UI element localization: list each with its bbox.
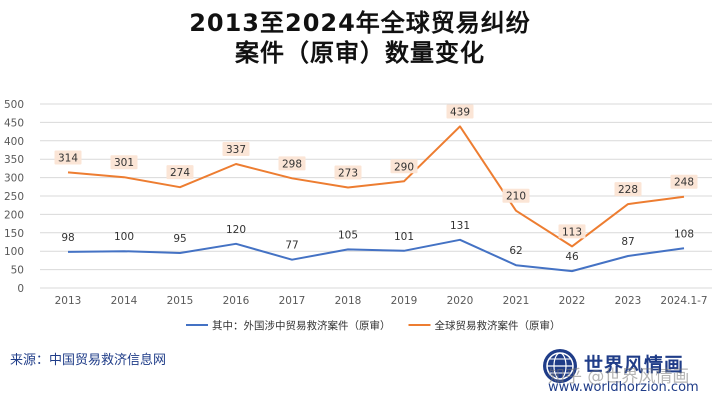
- data-label: 87: [621, 236, 634, 248]
- brand-name: 世界风情画: [584, 354, 685, 376]
- data-label: 131: [450, 220, 470, 232]
- data-label: 113: [562, 226, 582, 238]
- x-tick-label: 2020: [447, 295, 474, 307]
- y-tick-label: 50: [11, 265, 24, 277]
- y-tick-label: 400: [4, 136, 24, 148]
- x-tick-label: 2021: [503, 295, 530, 307]
- data-label: 98: [61, 232, 74, 244]
- chart-title-line1: 2013至2024年全球贸易纠纷: [189, 9, 531, 37]
- data-label-bg: [670, 174, 698, 189]
- data-label: 274: [170, 167, 190, 179]
- globe-logo-icon: [543, 349, 577, 383]
- data-label: 46: [565, 251, 579, 263]
- x-tick-label: 2019: [391, 295, 418, 307]
- data-label: 101: [394, 231, 414, 243]
- brand-url: www.worldhorzion.com: [548, 380, 699, 395]
- legend-label-2: 全球贸易救济案件（原审）: [435, 319, 561, 332]
- data-label: 301: [114, 157, 134, 169]
- y-tick-label: 350: [4, 154, 24, 166]
- data-label: 439: [450, 106, 470, 118]
- data-label: 100: [114, 231, 134, 243]
- x-tick-label: 2017: [279, 295, 306, 307]
- data-label: 314: [58, 152, 78, 164]
- data-label-bg: [558, 224, 586, 239]
- y-tick-label: 500: [4, 99, 24, 111]
- data-label: 273: [338, 168, 358, 180]
- chart-title-line2: 案件（原审）数量变化: [235, 39, 485, 67]
- x-tick-label: 2013: [55, 295, 82, 307]
- x-tick-label: 2022: [559, 295, 586, 307]
- data-label-bg: [502, 188, 530, 203]
- line-chart: 0 50 100 150 200 250 300 350 400 450 500 2013 2014 20…: [4, 99, 712, 332]
- x-tick-label: 2024.1-7: [660, 295, 707, 307]
- y-tick-label: 100: [4, 246, 24, 258]
- y-tick-label: 200: [4, 209, 24, 221]
- data-label-bg: [110, 155, 138, 170]
- series-line-2: [67, 125, 685, 248]
- data-label: 337: [226, 144, 246, 156]
- x-tick-label: 2015: [167, 295, 194, 307]
- data-label: 95: [173, 233, 186, 245]
- data-label-bg: [334, 165, 362, 180]
- data-label-bg: [222, 141, 250, 156]
- y-tick-label: 150: [4, 228, 24, 240]
- data-label-bg: [390, 159, 418, 174]
- data-label: 108: [674, 228, 694, 240]
- x-tick-label: 2014: [111, 295, 138, 307]
- y-tick-label: 0: [17, 283, 24, 295]
- data-label-bg: [54, 150, 82, 165]
- data-label: 210: [506, 191, 526, 203]
- y-tick-label: 300: [4, 173, 24, 185]
- brand-block: 世界风情画 www.worldhorzion.com: [540, 344, 716, 400]
- data-label: 290: [394, 161, 414, 173]
- x-tick-label: 2018: [335, 295, 362, 307]
- chart-title: 2013至2024年全球贸易纠纷 案件（原审）数量变化: [0, 8, 720, 68]
- data-label-bg: [614, 182, 642, 197]
- data-label: 228: [618, 184, 638, 196]
- data-label: 62: [509, 245, 522, 257]
- y-tick-label: 450: [4, 117, 24, 129]
- series-line-1: [67, 238, 685, 273]
- legend-label-1: 其中：外国涉中贸易救济案件（原审）: [212, 319, 391, 332]
- x-tick-label: 2023: [615, 295, 642, 307]
- source-note: 来源：中国贸易救济信息网: [10, 353, 167, 368]
- data-label-bg: [278, 156, 306, 171]
- y-tick-label: 250: [4, 191, 24, 203]
- data-label: 105: [338, 229, 358, 241]
- data-label: 77: [285, 240, 298, 252]
- data-label: 120: [226, 224, 246, 236]
- data-label: 248: [674, 177, 694, 189]
- watermark: 知乎 @世界风情画: [548, 367, 690, 387]
- data-label: 298: [282, 158, 302, 170]
- data-label-bg: [446, 104, 474, 119]
- data-label-bg: [166, 165, 194, 180]
- x-tick-label: 2016: [223, 295, 250, 307]
